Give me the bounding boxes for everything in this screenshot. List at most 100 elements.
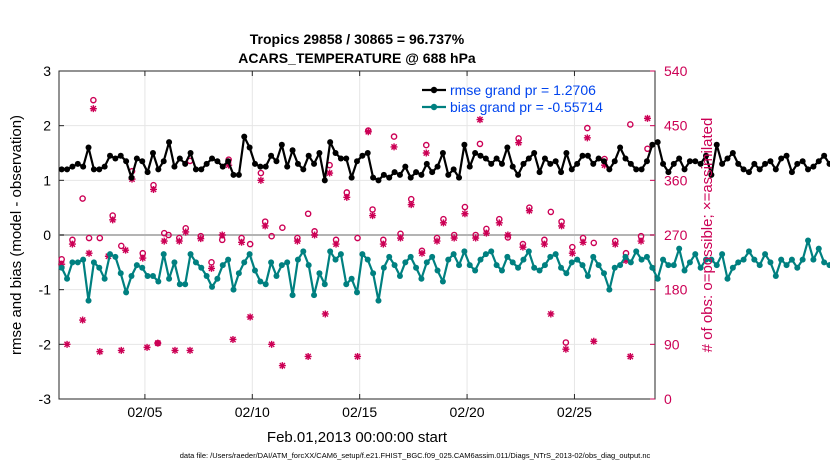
y-right-tick-label: 450	[664, 118, 688, 134]
bias-point	[756, 262, 763, 269]
rmse-point	[214, 158, 221, 165]
obs-possible-marker	[562, 339, 570, 346]
obs-assimilated-marker	[558, 222, 566, 230]
rmse-point	[681, 166, 688, 173]
bias-point	[278, 262, 285, 269]
bias-point	[429, 253, 436, 260]
bias-point	[445, 256, 452, 263]
bias-point	[343, 281, 350, 288]
bias-point	[692, 251, 699, 258]
rmse-point	[541, 155, 548, 162]
obs-assimilated-marker	[96, 348, 104, 356]
rmse-point	[413, 169, 420, 176]
bias-point	[396, 273, 403, 279]
obs-assimilated-marker	[637, 237, 645, 245]
obs-assimilated-marker	[207, 264, 215, 272]
bias-point	[332, 256, 339, 263]
legend-bias-marker	[430, 103, 438, 111]
bias-point	[515, 264, 522, 271]
obs-assimilated-marker	[390, 143, 398, 151]
y-right-tick-label: 270	[664, 227, 688, 243]
bias-point	[262, 281, 269, 288]
rmse-point	[80, 163, 87, 170]
rmse-point	[525, 155, 532, 162]
rmse-point	[354, 158, 360, 165]
bias-point	[85, 297, 92, 304]
rmse-point	[434, 163, 441, 170]
rmse-point	[112, 155, 119, 162]
obs-assimilated-marker	[268, 340, 276, 348]
rmse-point	[660, 160, 667, 167]
legend-rmse-label: rmse grand pr = 1.2706	[450, 82, 596, 98]
bias-point	[686, 259, 693, 266]
obs-possible-marker	[90, 96, 97, 104]
rmse-point	[735, 160, 742, 167]
bias-point	[681, 267, 688, 274]
obs-possible-marker	[268, 232, 275, 240]
rmse-point	[756, 166, 763, 173]
bias-point	[783, 262, 790, 269]
rmse-point	[391, 169, 398, 176]
obs-assimilated-marker	[171, 346, 179, 354]
rmse-point	[713, 141, 720, 148]
rmse-point	[670, 160, 677, 167]
bias-point	[547, 253, 554, 260]
rmse-point	[268, 152, 275, 159]
bias-point	[192, 259, 199, 266]
bias-point	[418, 275, 425, 282]
rmse-point	[794, 160, 801, 167]
rmse-point	[90, 166, 97, 173]
rmse-point	[294, 160, 301, 167]
obs-assimilated-marker	[160, 237, 168, 245]
bias-point	[90, 259, 97, 266]
rmse-point	[622, 155, 629, 162]
bias-point	[472, 267, 479, 274]
obs-assimilated-marker	[439, 219, 447, 227]
obs-assimilated-marker	[218, 231, 226, 239]
rmse-point	[273, 158, 280, 165]
bias-point	[622, 253, 629, 260]
rmse-point	[703, 152, 710, 159]
bias-point	[810, 256, 817, 263]
rmse-point	[509, 163, 516, 170]
rmse-point	[445, 171, 452, 178]
obs-assimilated-marker	[122, 246, 130, 254]
bias-point	[327, 248, 334, 255]
obs-assimilated-marker	[472, 234, 480, 242]
x-tick-label: 02/05	[127, 404, 162, 420]
rmse-point	[563, 150, 570, 156]
bias-point	[144, 273, 151, 279]
bias-point	[477, 256, 484, 263]
obs-possible-marker	[590, 239, 598, 247]
rmse-point	[289, 147, 296, 154]
rmse-point	[805, 166, 812, 173]
rmse-point	[665, 169, 672, 176]
axis-ticks: 02/05 02/10 02/15 02/20 02/25 -3 -2 -1 0 1 2 3 0 90 18…	[39, 63, 688, 420]
rmse-point	[332, 150, 339, 156]
rmse-point	[278, 141, 285, 148]
bias-point	[160, 251, 167, 258]
obs-assimilated-marker	[321, 310, 329, 318]
series-lines	[58, 133, 830, 304]
rmse-point	[536, 169, 543, 176]
rmse-point	[772, 166, 779, 173]
rmse-point	[627, 160, 634, 167]
rmse-point	[788, 169, 795, 176]
y-left-tick-label: 0	[43, 227, 51, 243]
rmse-point	[117, 152, 124, 159]
rmse-point	[107, 152, 114, 159]
bias-point	[821, 259, 828, 266]
bias-point	[155, 278, 162, 285]
rmse-point	[568, 166, 575, 173]
obs-assimilated-marker	[433, 237, 441, 245]
obs-assimilated-marker	[63, 340, 71, 348]
rmse-point	[418, 171, 425, 178]
data-file-footnote: data file: /Users/raeder/DAI/ATM_forcXX/…	[180, 451, 651, 460]
bias-point	[584, 273, 591, 279]
rmse-point	[144, 169, 151, 176]
bias-point	[568, 259, 575, 266]
y-right-tick-label: 360	[664, 172, 688, 188]
bias-point	[762, 251, 769, 258]
y-left-tick-label: -1	[39, 282, 52, 298]
